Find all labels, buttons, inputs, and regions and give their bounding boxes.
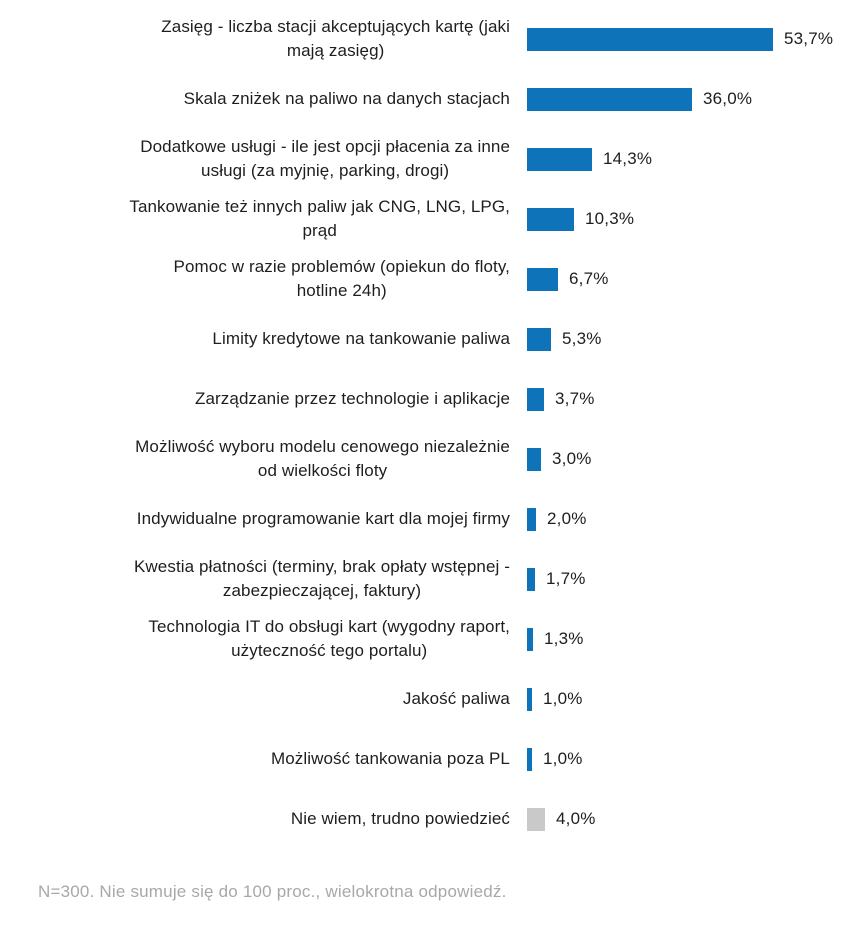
value-label: 53,7% [784, 29, 834, 48]
bar [527, 687, 532, 711]
value-label: 3,0% [552, 449, 592, 468]
category-label-cell: Pomoc w razie problemów (opiekun do flot… [0, 255, 510, 303]
category-label: Zarządzanie przez technologie i aplikacj… [195, 389, 510, 408]
bar-cell: 4,0% [527, 807, 864, 831]
bar-cell: 1,7% [527, 567, 864, 591]
chart-row: Jakość paliwa 1,0% [0, 669, 864, 729]
chart-row: Zasięg - liczba stacji akceptujących kar… [0, 9, 864, 69]
category-label: Kwestia płatności (terminy, brak opłaty … [133, 557, 510, 600]
category-label: Limity kredytowe na tankowanie paliwa [212, 329, 510, 348]
chart-row: Możliwość tankowania poza PL 1,0% [0, 729, 864, 789]
bar [527, 147, 592, 171]
bar-cell: 3,0% [527, 447, 864, 471]
chart-row: Pomoc w razie problemów (opiekun do flot… [0, 249, 864, 309]
category-label-cell: Skala zniżek na paliwo na danych stacjac… [0, 87, 510, 111]
bar-cell: 3,7% [527, 387, 864, 411]
value-label: 36,0% [703, 89, 753, 108]
chart-row: Indywidualne programowanie kart dla moje… [0, 489, 864, 549]
category-label: Zasięg - liczba stacji akceptujących kar… [161, 17, 510, 60]
category-label-cell: Indywidualne programowanie kart dla moje… [0, 507, 510, 531]
value-label: 2,0% [547, 509, 587, 528]
bar-cell: 5,3% [527, 327, 864, 351]
bar-cell: 1,0% [527, 747, 864, 771]
category-label-cell: Technologia IT do obsługi kart (wygodny … [0, 615, 510, 663]
category-label: Możliwość wyboru modelu cenowego niezale… [135, 437, 510, 480]
value-label: 3,7% [555, 389, 595, 408]
category-label-cell: Tankowanie też innych paliw jak CNG, LNG… [0, 195, 510, 243]
bar [527, 627, 533, 651]
category-label-cell: Dodatkowe usługi - ile jest opcji płacen… [0, 135, 510, 183]
chart-footnote: N=300. Nie sumuje się do 100 proc., wiel… [38, 882, 507, 901]
chart-row: Limity kredytowe na tankowanie paliwa 5,… [0, 309, 864, 369]
bar [527, 27, 773, 51]
category-label: Możliwość tankowania poza PL [270, 749, 510, 768]
value-label: 1,3% [544, 629, 584, 648]
category-label-cell: Możliwość wyboru modelu cenowego niezale… [0, 435, 510, 483]
chart-row: Zarządzanie przez technologie i aplikacj… [0, 369, 864, 429]
chart-row: Możliwość wyboru modelu cenowego niezale… [0, 429, 864, 489]
category-label-cell: Nie wiem, trudno powiedzieć [0, 807, 510, 831]
chart-row: Technologia IT do obsługi kart (wygodny … [0, 609, 864, 669]
bar [527, 747, 532, 771]
category-label-cell: Możliwość tankowania poza PL [0, 747, 510, 771]
value-label: 14,3% [603, 149, 653, 168]
chart-row: Dodatkowe usługi - ile jest opcji płacen… [0, 129, 864, 189]
category-label: Jakość paliwa [402, 689, 510, 708]
bar [527, 207, 574, 231]
bar-cell: 14,3% [527, 147, 864, 171]
bar [527, 87, 692, 111]
bar-cell: 10,3% [527, 207, 864, 231]
chart-row: Nie wiem, trudno powiedzieć 4,0% [0, 789, 864, 849]
bar [527, 387, 544, 411]
category-label-cell: Jakość paliwa [0, 687, 510, 711]
bar [527, 327, 551, 351]
value-label: 4,0% [556, 809, 596, 828]
bar [527, 447, 541, 471]
chart-row: Tankowanie też innych paliw jak CNG, LNG… [0, 189, 864, 249]
category-label: Dodatkowe usługi - ile jest opcji płacen… [140, 137, 510, 180]
bar-cell: 53,7% [527, 27, 864, 51]
value-label: 1,7% [546, 569, 586, 588]
bar [527, 267, 558, 291]
bar-cell: 6,7% [527, 267, 864, 291]
category-label-cell: Zarządzanie przez technologie i aplikacj… [0, 387, 510, 411]
category-label: Indywidualne programowanie kart dla moje… [136, 509, 510, 528]
chart-row: Kwestia płatności (terminy, brak opłaty … [0, 549, 864, 609]
value-label: 10,3% [585, 209, 635, 228]
category-label: Nie wiem, trudno powiedzieć [290, 809, 510, 828]
category-label: Skala zniżek na paliwo na danych stacjac… [183, 89, 510, 108]
category-label-cell: Limity kredytowe na tankowanie paliwa [0, 327, 510, 351]
bar [527, 807, 545, 831]
chart-rows: Zasięg - liczba stacji akceptujących kar… [0, 9, 864, 849]
bar [527, 567, 535, 591]
bar-cell: 1,0% [527, 687, 864, 711]
bar-cell: 1,3% [527, 627, 864, 651]
bar-cell: 36,0% [527, 87, 864, 111]
category-label-cell: Zasięg - liczba stacji akceptujących kar… [0, 15, 510, 63]
value-label: 1,0% [543, 689, 583, 708]
bar-cell: 2,0% [527, 507, 864, 531]
fuel-card-criteria-bar-chart: Zasięg - liczba stacji akceptujących kar… [0, 9, 864, 901]
category-label-cell: Kwestia płatności (terminy, brak opłaty … [0, 555, 510, 603]
category-label: Tankowanie też innych paliw jak CNG, LNG… [129, 197, 510, 240]
value-label: 6,7% [569, 269, 609, 288]
chart-row: Skala zniżek na paliwo na danych stacjac… [0, 69, 864, 129]
category-label: Technologia IT do obsługi kart (wygodny … [148, 617, 510, 660]
bar [527, 507, 536, 531]
value-label: 5,3% [562, 329, 602, 348]
value-label: 1,0% [543, 749, 583, 768]
category-label: Pomoc w razie problemów (opiekun do flot… [173, 257, 510, 300]
